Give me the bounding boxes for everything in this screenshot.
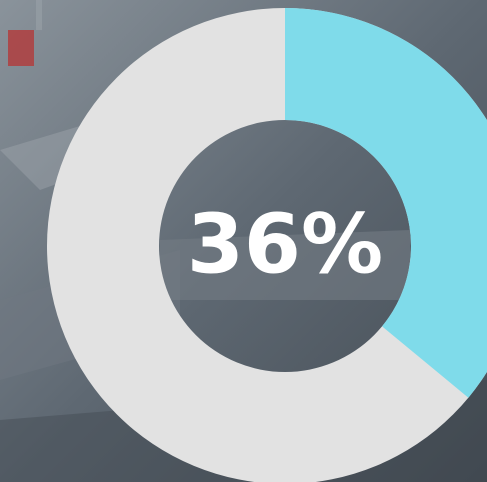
center-label: 36%	[187, 197, 383, 292]
donut-segment	[285, 8, 487, 398]
donut	[47, 8, 487, 482]
